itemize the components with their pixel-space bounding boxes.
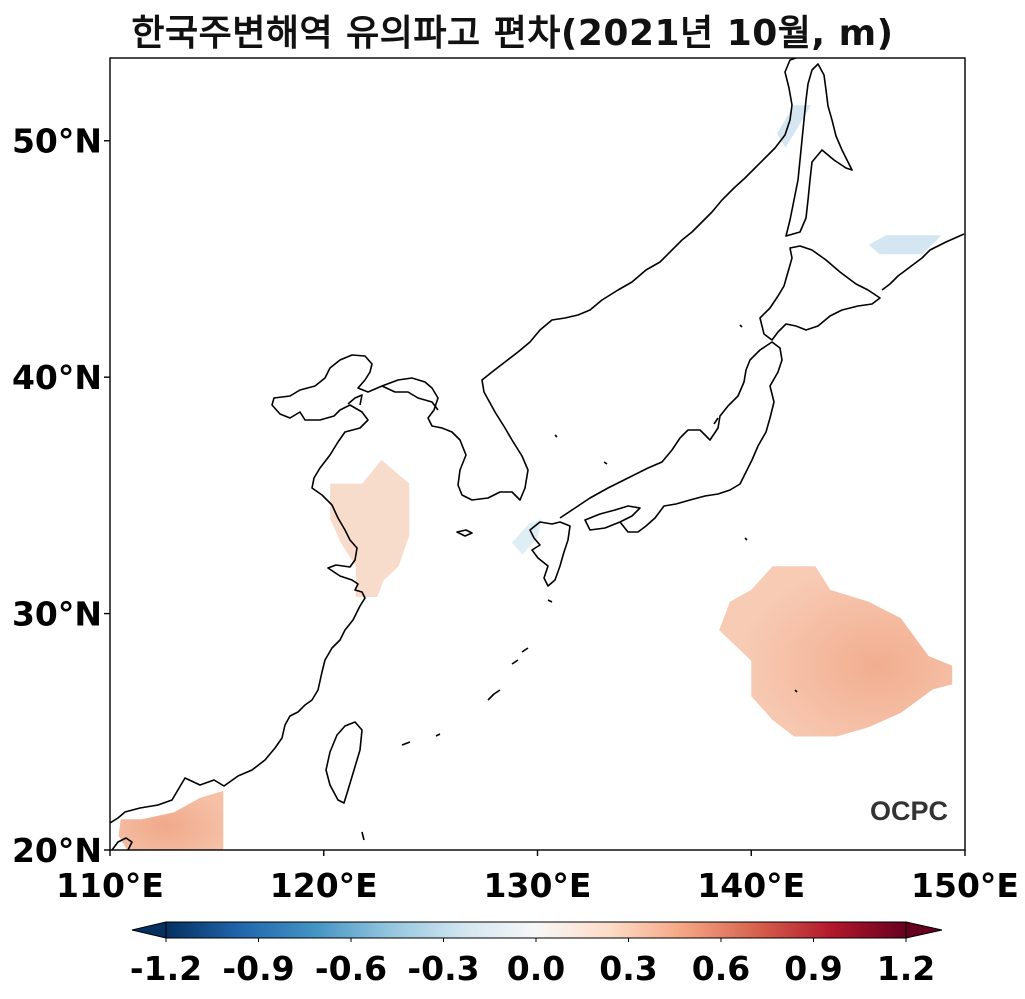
colorbar-extend-max bbox=[905, 921, 943, 939]
colorbar-tick-label: 0.3 bbox=[599, 949, 657, 988]
colorbar-tick-label: 0.9 bbox=[784, 949, 842, 988]
small-islands bbox=[361, 324, 798, 841]
lon-tick-label: 150°E bbox=[911, 866, 1019, 905]
colorbar-tick-label: -0.6 bbox=[315, 949, 387, 988]
shikoku-coastline bbox=[584, 505, 641, 531]
lon-tick-label: 130°E bbox=[484, 866, 592, 905]
anomaly-east-philippine-sea-positive bbox=[719, 566, 953, 737]
lat-tick-label: 40°N bbox=[12, 358, 102, 397]
coastline-layer bbox=[110, 58, 965, 850]
colorbar-tick-label: 1.2 bbox=[877, 949, 935, 988]
anomaly-south-china-sea-positive bbox=[118, 790, 224, 850]
honshu-coastline bbox=[559, 341, 783, 533]
taiwan-coastline bbox=[325, 721, 363, 804]
mainland-coastline bbox=[110, 58, 797, 824]
kuril-coastline bbox=[881, 233, 965, 291]
lat-tick-label: 30°N bbox=[12, 595, 102, 634]
jeju-coastline bbox=[456, 529, 473, 537]
colorbar-tick-label: -0.3 bbox=[407, 949, 479, 988]
longitude-axis: 110°E 120°E 130°E 140°E 150°E bbox=[56, 850, 1019, 905]
kyushu-coastline bbox=[529, 521, 571, 587]
anomaly-layer bbox=[118, 105, 953, 850]
hokkaido-coastline bbox=[759, 245, 881, 341]
lon-tick-label: 120°E bbox=[270, 866, 378, 905]
lon-tick-label: 140°E bbox=[697, 866, 805, 905]
sakhalin-coastline bbox=[785, 63, 853, 237]
colorbar-tick-label: -0.9 bbox=[222, 949, 294, 988]
colorbar-extend-min bbox=[131, 921, 167, 939]
liaodong-coastline bbox=[347, 394, 363, 406]
colorbar-body bbox=[165, 921, 907, 939]
anomaly-okhotsk-negative bbox=[776, 105, 812, 148]
colorbar-tick-label: 0.6 bbox=[692, 949, 750, 988]
lat-tick-label: 20°N bbox=[12, 831, 102, 870]
anomaly-tsushima-negative bbox=[511, 519, 542, 555]
hainan-coastline bbox=[111, 837, 133, 850]
colorbar-tick-label: -1.2 bbox=[130, 949, 202, 988]
ryukyu-islands bbox=[401, 647, 529, 746]
colorbar-tick-label: 0.0 bbox=[507, 949, 565, 988]
map-title: 한국주변해역 유의파고 편차(2021년 10월, m) bbox=[131, 13, 894, 54]
colorbar: -1.2 -0.9 -0.6 -0.3 0.0 0.3 0.6 0.9 1.2 bbox=[130, 921, 943, 988]
lat-tick-label: 50°N bbox=[12, 122, 102, 161]
lon-tick-label: 110°E bbox=[56, 866, 164, 905]
latitude-axis: 20°N 30°N 40°N 50°N bbox=[12, 122, 110, 870]
anomaly-kuril-negative bbox=[868, 235, 942, 255]
anomaly-yellow-sea-positive bbox=[330, 459, 410, 597]
shandong-coastline bbox=[381, 385, 439, 411]
ocpc-logo: OCPC bbox=[870, 796, 949, 826]
